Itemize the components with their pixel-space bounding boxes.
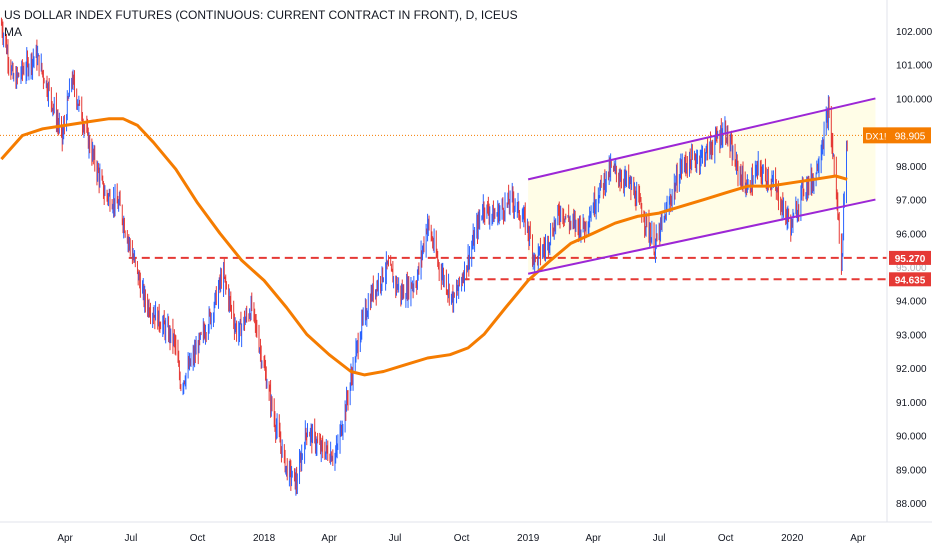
y-tick-label-15: 102.000 <box>896 27 932 38</box>
time-axis[interactable]: Apr Jul Oct 2018 Apr Jul Oct 2019 Apr Jul Oct 2020 A… <box>57 533 866 544</box>
x-tick-label-12: 2020 <box>781 533 804 544</box>
symbol-label: DX1! <box>865 131 886 142</box>
y-tick-label-5: 92.000 <box>896 364 927 375</box>
price-axis[interactable]: 88.000 89.000 90.000 91.000 92.000 93.000 94.0… <box>896 27 932 510</box>
x-tick-label-13: Apr <box>850 533 866 544</box>
x-tick-label-11: Oct <box>718 533 734 544</box>
y-tick-label-14: 101.000 <box>896 61 932 72</box>
last-price-label: 98.905 <box>895 131 926 142</box>
y-tick-label-13: 100.000 <box>896 94 932 105</box>
y-tick-label-4: 91.000 <box>896 398 927 409</box>
y-tick-label-1: 88.000 <box>896 499 927 510</box>
x-tick-label-2: Jul <box>125 533 138 544</box>
x-tick-label-9: Apr <box>585 533 601 544</box>
candles <box>1 18 847 496</box>
x-tick-label-7: Oct <box>454 533 470 544</box>
x-tick-label-5: Apr <box>321 533 337 544</box>
support-price-label-1: 95.270 <box>895 254 926 265</box>
x-tick-label-3: Oct <box>190 533 206 544</box>
chart-title: US DOLLAR INDEX FUTURES (CONTINUOUS: CUR… <box>4 8 518 22</box>
y-tick-label-6: 93.000 <box>896 330 927 341</box>
y-tick-label-10: 97.000 <box>896 196 927 207</box>
x-tick-label-10: Jul <box>653 533 666 544</box>
x-tick-label-1: Apr <box>57 533 73 544</box>
x-tick-label-6: Jul <box>389 533 402 544</box>
y-tick-label-11: 98.000 <box>896 162 927 173</box>
channel-fill <box>528 98 875 273</box>
y-tick-label-9: 96.000 <box>896 229 927 240</box>
y-tick-label-3: 90.000 <box>896 432 927 443</box>
indicator-label-ma[interactable]: MA <box>4 25 22 39</box>
x-tick-label-8: 2019 <box>517 533 540 544</box>
plot-area[interactable] <box>0 18 887 496</box>
support-price-label-2: 94.635 <box>895 275 926 286</box>
y-tick-label-7: 94.000 <box>896 297 927 308</box>
y-tick-label-2: 89.000 <box>896 465 927 476</box>
x-tick-label-4: 2018 <box>253 533 276 544</box>
chart-area[interactable]: 88.000 89.000 90.000 91.000 92.000 93.000 94.0… <box>0 0 932 550</box>
